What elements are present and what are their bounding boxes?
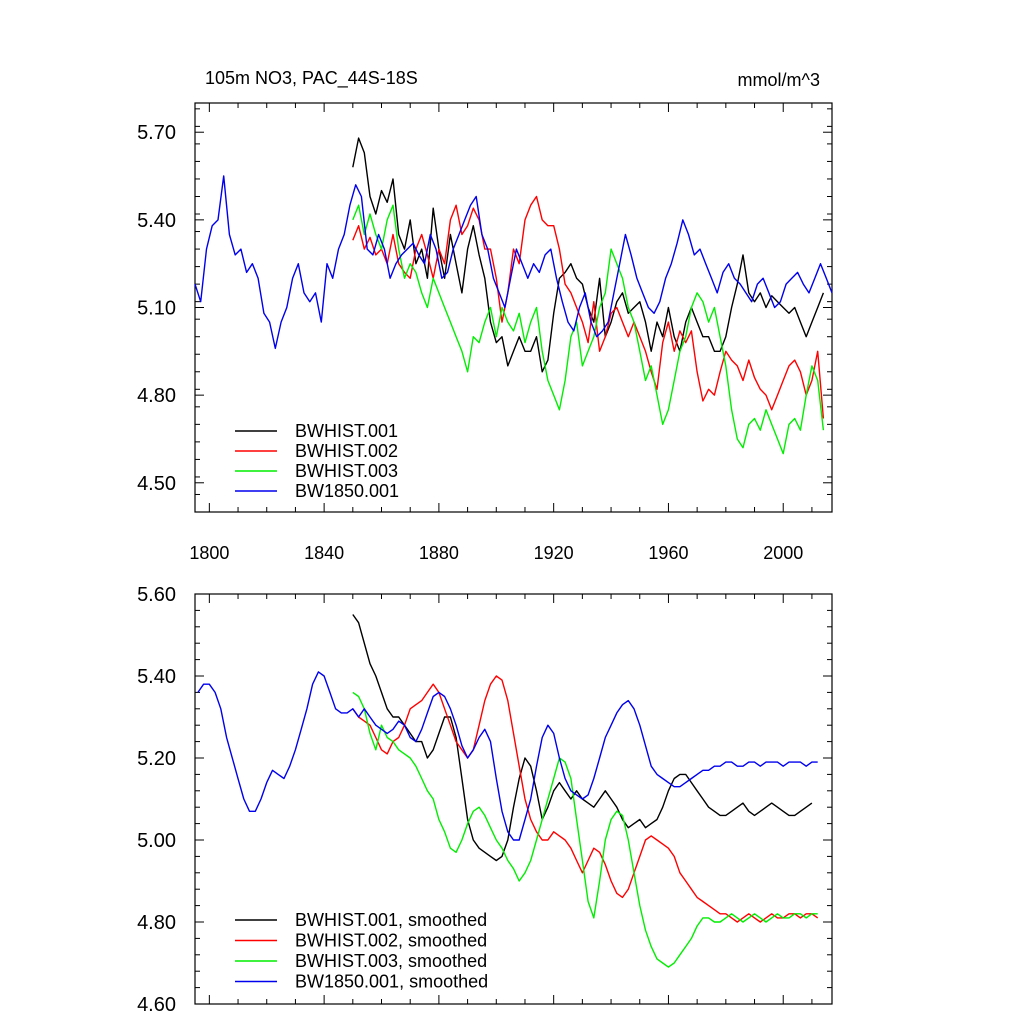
legend-label: BWHIST.003, smoothed — [295, 951, 487, 971]
x-tick-label: 2000 — [763, 543, 803, 563]
legend-label: BWHIST.002, smoothed — [295, 931, 487, 951]
legend-label: BWHIST.001 — [295, 421, 398, 441]
bottom-panel: 4.60 4.80 5.00 5.20 5.40 5.60 BWHIST.001, smoo… — [137, 584, 833, 1016]
series-line-3 — [194, 175, 833, 350]
x-tick-label: 1960 — [648, 543, 688, 563]
plot-frame — [194, 102, 833, 513]
y-tick-label: 5.60 — [137, 584, 176, 606]
legend-label: BW1850.001, smoothed — [295, 972, 488, 992]
series-line-0 — [352, 137, 825, 373]
y-tick-label: 5.70 — [137, 122, 176, 144]
top-panel: 105m NO3, PAC_44S-18S mmol/m^3 1800 1840 1… — [137, 68, 833, 563]
series-line-2 — [352, 691, 818, 968]
legend-label: BWHIST.002 — [295, 441, 398, 461]
y-tick-label: 4.60 — [137, 994, 176, 1016]
series-line-3 — [197, 671, 818, 841]
y-tick-label: 5.20 — [137, 748, 176, 770]
y-tick-label: 5.00 — [137, 830, 176, 852]
legend-label: BWHIST.001, smoothed — [295, 910, 487, 930]
y-tick-label: 5.40 — [137, 210, 176, 232]
x-tick-label: 1920 — [534, 543, 574, 563]
legend-label: BW1850.001 — [295, 481, 399, 501]
units-label: mmol/m^3 — [738, 70, 820, 90]
x-tick-label: 1880 — [419, 543, 459, 563]
x-tick-label: 1840 — [304, 543, 344, 563]
y-tick-label: 5.40 — [137, 666, 176, 688]
series-line-2 — [352, 204, 825, 455]
y-tick-label: 4.80 — [137, 912, 176, 934]
series-line-0 — [352, 614, 813, 862]
x-tick-label: 1800 — [189, 543, 229, 563]
y-tick-label: 5.10 — [137, 298, 176, 320]
legend-label: BWHIST.003 — [295, 461, 398, 481]
series-line-1 — [352, 195, 825, 419]
y-tick-label: 4.80 — [137, 385, 176, 407]
y-tick-label: 4.50 — [137, 473, 176, 495]
chart-title: 105m NO3, PAC_44S-18S — [205, 68, 418, 89]
plot-frame — [194, 593, 833, 1005]
